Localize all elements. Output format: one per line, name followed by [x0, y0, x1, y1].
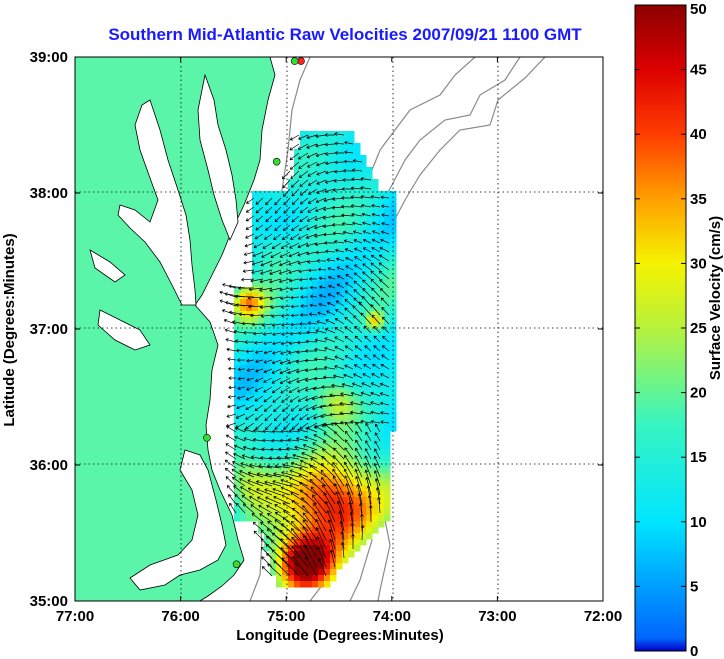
colorbar-tick-label: 50 — [690, 1, 707, 18]
colorbar-tick-label: 5 — [690, 578, 698, 595]
y-axis-ticks: 39:00 38:00 37:00 36:00 35:00 — [30, 49, 603, 610]
x-tick-label: 76:00 — [161, 608, 199, 625]
station-a-marker — [297, 57, 305, 65]
station-b-marker — [290, 57, 299, 65]
x-tick-label: 77:00 — [56, 608, 94, 625]
colorbar-tick-label: 45 — [690, 62, 707, 79]
y-tick-label: 39:00 — [30, 49, 68, 66]
x-tick-label: 72:00 — [584, 608, 622, 625]
x-tick-label: 75:00 — [267, 608, 305, 625]
station-e-marker — [232, 560, 241, 569]
x-tick-label: 74:00 — [373, 608, 411, 625]
colorbar-tick-label: 15 — [690, 449, 707, 466]
colorbar-tick-label: 30 — [690, 255, 707, 272]
map-plot-area — [75, 57, 603, 601]
colorbar-tick-label: 40 — [690, 126, 707, 143]
colorbar-tick-label: 35 — [690, 191, 707, 208]
x-tick-label: 73:00 — [478, 608, 516, 625]
colorbar-tick-label: 20 — [690, 385, 707, 402]
graticule — [75, 57, 603, 601]
x-axis-ticks: 77:00 76:00 75:00 74:00 73:00 72:00 — [56, 57, 622, 625]
radar-stations — [203, 57, 305, 569]
colorbar-tick-label: 10 — [690, 514, 707, 531]
colorbar-label: Surface Velocity (cm/s) — [707, 216, 724, 380]
y-axis-label: Latitude (Degrees:Minutes) — [1, 233, 18, 426]
colorbar-tick-label: 25 — [690, 320, 707, 337]
y-tick-label: 36:00 — [30, 457, 68, 474]
x-axis-label: Longitude (Degrees:Minutes) — [236, 627, 444, 644]
station-c-marker — [272, 157, 281, 166]
y-tick-label: 37:00 — [30, 321, 68, 338]
map-title: Southern Mid-Atlantic Raw Velocities 200… — [108, 25, 582, 44]
colorbar-gradient — [634, 4, 687, 652]
station-d-marker — [203, 433, 211, 442]
y-tick-label: 38:00 — [30, 185, 68, 202]
y-tick-label: 35:00 — [30, 593, 68, 610]
inland-waters — [89, 73, 239, 591]
colorbar-tick-label: 0 — [690, 643, 698, 659]
velocity-vectors — [219, 132, 390, 577]
